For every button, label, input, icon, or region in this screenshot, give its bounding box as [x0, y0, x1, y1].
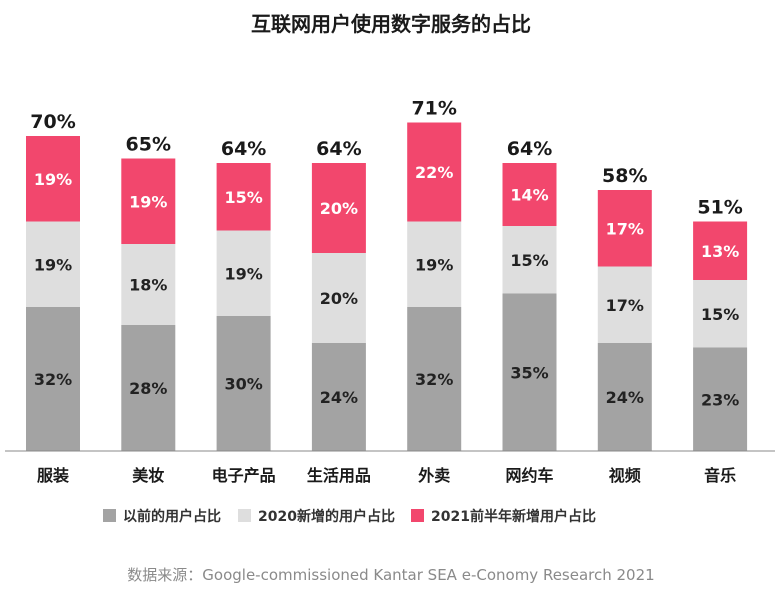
- legend-swatch-2: [238, 509, 251, 522]
- legend-label-2: 2020新增的用户占比: [258, 508, 395, 525]
- bar-total-label-2: 65%: [126, 134, 171, 156]
- legend: 以前的用户占比 2020新增的用户占比 2021前半年新增用户占比: [103, 508, 596, 525]
- category-label-5: 外卖: [417, 466, 450, 485]
- segment-label-3-8: 13%: [701, 242, 739, 261]
- segment-label-2-8: 15%: [701, 305, 739, 324]
- bar-total-label-8: 51%: [697, 197, 742, 219]
- bar-segment-3-3: [216, 163, 271, 231]
- segment-label-2-5: 19%: [415, 255, 453, 274]
- segment-label-3-7: 17%: [606, 219, 644, 238]
- category-label-2: 美妆: [132, 466, 164, 485]
- segment-label-2-3: 19%: [224, 264, 262, 283]
- bar-segment-2-7: [597, 266, 652, 343]
- segment-label-2-7: 17%: [606, 296, 644, 315]
- bar-total-label-4: 64%: [316, 138, 361, 160]
- bar-segment-3-7: [597, 190, 652, 267]
- bar-total-label-1: 70%: [30, 111, 75, 133]
- bar-segment-1-5: [407, 307, 462, 451]
- segment-label-1-7: 24%: [606, 388, 644, 407]
- legend-swatch-3: [411, 509, 424, 522]
- bar-segment-1-7: [597, 343, 652, 451]
- category-label-4: 生活用品: [307, 466, 371, 485]
- bar-segment-2-2: [121, 244, 176, 325]
- category-labels: 服装 美妆 电子产品 生活用品 外卖 网约车 视频 音乐: [37, 466, 736, 485]
- segment-label-3-3: 15%: [224, 188, 262, 207]
- bar-segment-1-8: [693, 347, 748, 451]
- bar-segment-1-2: [121, 325, 176, 451]
- bar-total-label-7: 58%: [602, 165, 647, 187]
- category-label-1: 服装: [37, 466, 69, 485]
- segment-label-2-1: 19%: [34, 255, 72, 274]
- segment-label-1-3: 30%: [224, 375, 262, 394]
- segment-label-1-1: 32%: [34, 370, 72, 389]
- segment-label-2-6: 15%: [510, 251, 548, 270]
- bar-segment-2-6: [502, 226, 557, 294]
- segment-label-3-4: 20%: [320, 199, 358, 218]
- bar-segment-3-4: [311, 163, 366, 253]
- bar-segment-3-2: [121, 158, 176, 244]
- bar-segment-2-3: [216, 230, 271, 316]
- category-label-3: 电子产品: [212, 466, 276, 485]
- segment-label-1-4: 24%: [320, 388, 358, 407]
- segment-label-3-2: 19%: [129, 192, 167, 211]
- legend-label-1: 以前的用户占比: [123, 508, 221, 525]
- source-note: 数据来源：Google-commissioned Kantar SEA e-Co…: [127, 566, 654, 584]
- bar-segment-3-8: [693, 221, 748, 280]
- bar-segment-3-5: [407, 122, 462, 222]
- segment-label-3-6: 14%: [510, 186, 548, 205]
- bar-segment-3-1: [26, 136, 80, 222]
- chart-title: 互联网用户使用数字服务的占比: [251, 12, 531, 36]
- category-label-6: 网约车: [505, 466, 553, 485]
- bar-total-label-5: 71%: [411, 98, 456, 120]
- bar-segment-2-1: [26, 221, 80, 307]
- bar-segment-1-6: [502, 293, 557, 451]
- bar-segment-3-6: [502, 163, 557, 226]
- segment-label-3-1: 19%: [34, 170, 72, 189]
- segment-label-2-4: 20%: [320, 289, 358, 308]
- segment-label-3-5: 22%: [415, 163, 453, 182]
- segment-label-1-2: 28%: [129, 379, 167, 398]
- segment-label-2-2: 18%: [129, 276, 167, 295]
- bar-segment-2-4: [311, 253, 366, 343]
- category-label-8: 音乐: [704, 466, 736, 485]
- bar-segment-1-1: [26, 307, 80, 451]
- legend-swatch-1: [103, 509, 116, 522]
- segment-label-1-8: 23%: [701, 390, 739, 409]
- segment-label-1-6: 35%: [510, 363, 548, 382]
- category-label-7: 视频: [609, 466, 641, 485]
- legend-label-3: 2021前半年新增用户占比: [431, 508, 596, 525]
- bar-segment-2-5: [407, 221, 462, 307]
- bars-layer: 32% 19% 19% 70% 28% 18% 19% 65% 30% 19% 15% 64% 24% 2…: [26, 98, 748, 451]
- bar-total-label-3: 64%: [221, 138, 266, 160]
- bar-segment-1-4: [311, 343, 366, 451]
- bar-segment-1-3: [216, 316, 271, 451]
- bar-segment-2-8: [693, 280, 748, 348]
- bar-total-label-6: 64%: [507, 138, 552, 160]
- segment-label-1-5: 32%: [415, 370, 453, 389]
